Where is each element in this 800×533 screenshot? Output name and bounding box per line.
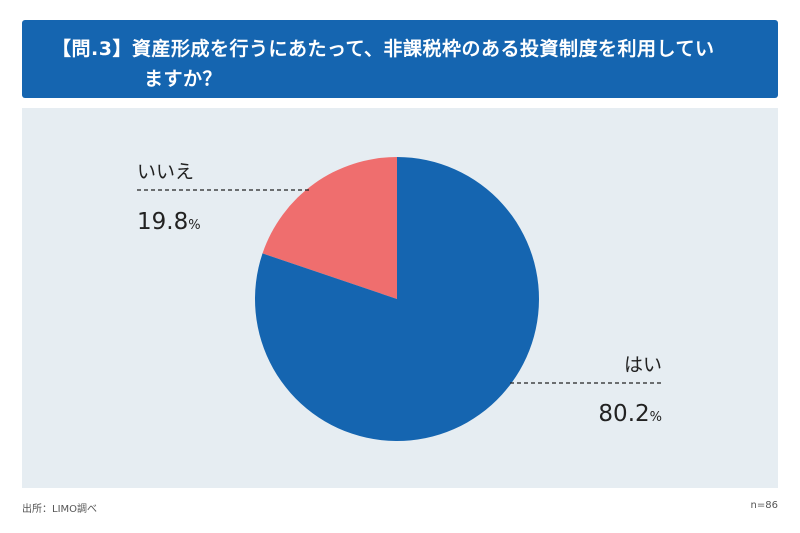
slice-value-no: 19.8% bbox=[137, 209, 201, 235]
source-note: 出所：LIMO調べ bbox=[22, 504, 98, 515]
slice-label-group-no: いいえ 19.8% bbox=[137, 161, 312, 235]
slice-label-group-yes: はい 80.2% bbox=[510, 354, 662, 427]
sample-size: n=86 bbox=[750, 500, 778, 511]
slice-value-yes: 80.2% bbox=[598, 401, 662, 427]
question-header: 【問.3】資産形成を行うにあたって、非課税枠のある投資制度を利用してい ますか？ bbox=[22, 20, 778, 98]
slice-label-yes: はい bbox=[624, 354, 662, 376]
question-title-line2: ますか？ bbox=[144, 68, 223, 90]
pie-slice-yes bbox=[255, 157, 539, 441]
pie-slice-no bbox=[262, 157, 397, 299]
pie-slices bbox=[255, 157, 539, 441]
question-title-line1: 【問.3】資産形成を行うにあたって、非課税枠のある投資制度を利用してい bbox=[52, 38, 715, 60]
slice-label-no: いいえ bbox=[137, 161, 194, 183]
